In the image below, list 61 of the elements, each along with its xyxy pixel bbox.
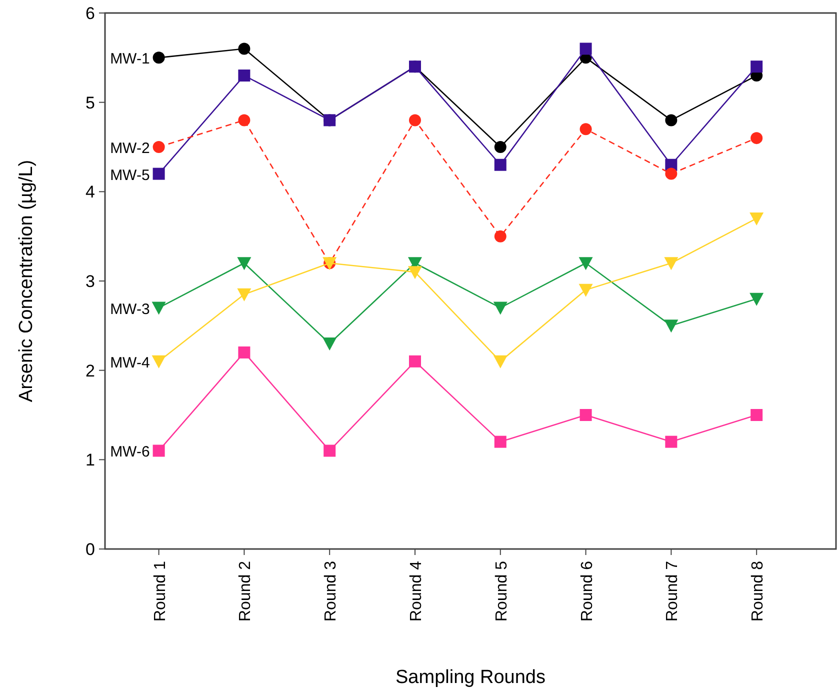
point <box>493 302 508 315</box>
y-tick-label: 4 <box>86 182 95 202</box>
point <box>580 123 592 136</box>
x-tick-label: Round 7 <box>664 560 682 622</box>
point <box>408 114 421 126</box>
point <box>237 288 252 302</box>
point <box>408 355 421 368</box>
y-tick-label: 0 <box>86 540 95 559</box>
series-label: MW-5 <box>110 166 150 184</box>
series-label: MW-2 <box>110 140 150 157</box>
point <box>578 284 593 297</box>
point <box>493 355 508 368</box>
series-label: MW-4 <box>110 354 150 372</box>
point <box>152 355 166 368</box>
x-tick-label: Round 3 <box>322 560 340 622</box>
point <box>238 114 250 126</box>
point <box>494 436 506 448</box>
y-tick-label: 6 <box>86 4 95 23</box>
point <box>494 158 506 171</box>
series-label: MW-3 <box>110 300 150 318</box>
y-tick-label: 2 <box>86 361 95 380</box>
point <box>664 257 678 270</box>
point <box>238 42 250 55</box>
x-tick-label: Round 8 <box>750 560 767 622</box>
y-tick-label: 3 <box>86 272 95 291</box>
y-tick-label: 5 <box>86 93 95 112</box>
point <box>665 114 678 126</box>
point <box>408 266 422 280</box>
point <box>322 338 337 351</box>
series-label: MW-1 <box>110 50 150 68</box>
point <box>238 346 250 358</box>
point <box>237 257 252 270</box>
x-tick-label: Round 6 <box>578 560 596 622</box>
y-tick-label: 1 <box>86 450 95 470</box>
point <box>750 132 763 144</box>
y-axis-title: Arsenic Concentration (µg/L) <box>16 160 37 402</box>
point <box>324 444 336 457</box>
point <box>665 436 678 448</box>
x-tick-label: Round 4 <box>408 560 425 622</box>
point <box>580 42 592 55</box>
point <box>152 302 166 315</box>
point <box>750 409 763 421</box>
x-tick-label: Round 2 <box>237 560 254 622</box>
point <box>750 60 763 73</box>
series-label: MW-6 <box>110 444 150 461</box>
point <box>494 230 506 242</box>
point <box>578 257 593 270</box>
point <box>664 320 678 333</box>
point <box>750 212 764 226</box>
point <box>494 141 506 153</box>
point <box>152 444 165 457</box>
point <box>152 168 165 180</box>
point <box>152 141 165 153</box>
point <box>238 70 250 82</box>
point <box>750 292 764 306</box>
x-tick-label: Round 5 <box>493 560 510 622</box>
point <box>665 168 678 180</box>
x-tick-label: Round 1 <box>152 560 169 622</box>
point <box>152 52 165 64</box>
point <box>580 409 592 421</box>
x-axis-title: Sampling Rounds <box>396 667 546 688</box>
